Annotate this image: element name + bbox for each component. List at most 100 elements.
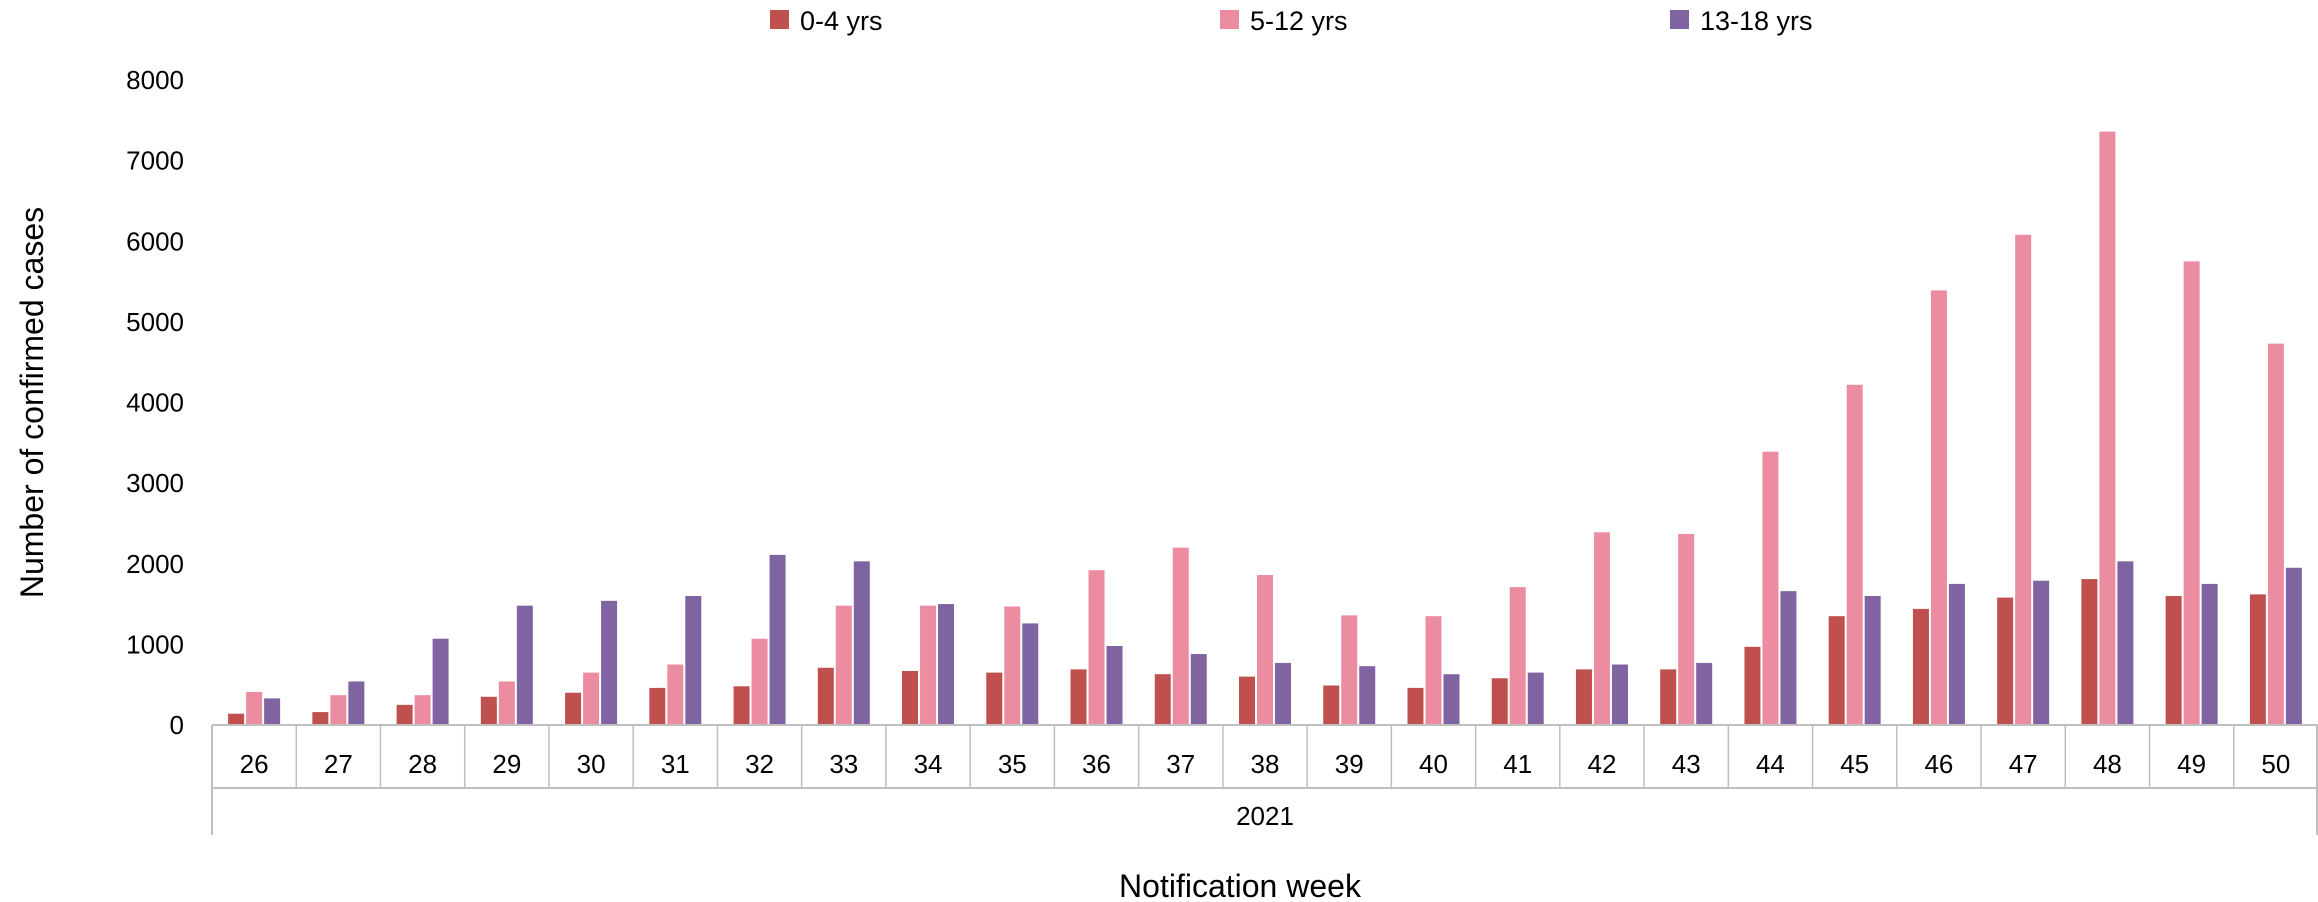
bar-13-18-yrs-week-32 [769, 554, 786, 725]
x-tick-label: 28 [408, 749, 437, 779]
bar-5-12-yrs-week-37 [1172, 547, 1189, 726]
x-tick-label: 42 [1587, 749, 1616, 779]
bar-13-18-yrs-week-26 [264, 698, 281, 725]
bar-13-18-yrs-week-47 [2033, 580, 2050, 725]
bar-0-4-yrs-week-34 [902, 670, 919, 725]
legend-item: 5-12 yrs [1220, 6, 1348, 36]
x-tick-label: 46 [1924, 749, 1953, 779]
bar-0-4-yrs-week-41 [1491, 678, 1508, 725]
x-tick-label: 41 [1503, 749, 1532, 779]
bar-0-4-yrs-week-26 [228, 713, 245, 725]
bar-13-18-yrs-week-44 [1780, 591, 1797, 725]
bar-5-12-yrs-week-42 [1593, 532, 1610, 725]
bar-0-4-yrs-week-43 [1660, 669, 1677, 725]
bar-13-18-yrs-week-45 [1864, 596, 1881, 725]
x-axis-title: Notification week [1119, 868, 1362, 902]
x-tick-label: 26 [240, 749, 269, 779]
bar-13-18-yrs-week-49 [2201, 583, 2218, 725]
x-tick-label: 48 [2093, 749, 2122, 779]
bar-5-12-yrs-week-31 [667, 664, 684, 725]
bar-5-12-yrs-week-46 [1930, 290, 1947, 725]
x-tick-label: 40 [1419, 749, 1448, 779]
bar-13-18-yrs-week-39 [1359, 666, 1376, 725]
y-tick-label: 2000 [126, 549, 184, 579]
bar-5-12-yrs-week-30 [583, 672, 600, 725]
bar-13-18-yrs-week-30 [601, 600, 618, 725]
bar-0-4-yrs-week-50 [2249, 594, 2266, 725]
bar-0-4-yrs-week-49 [2165, 596, 2182, 725]
bar-13-18-yrs-week-36 [1106, 645, 1123, 725]
legend-item: 13-18 yrs [1670, 6, 1813, 36]
bar-13-18-yrs-week-29 [516, 605, 533, 725]
bar-13-18-yrs-week-31 [685, 596, 702, 725]
bar-5-12-yrs-week-39 [1341, 615, 1358, 725]
bar-13-18-yrs-week-27 [348, 681, 365, 725]
legend-label: 5-12 yrs [1250, 6, 1348, 36]
x-axis-ticks: 26 27 28 29 30 31 32 33 34 35 36 37 38 39 40 41 42 43 44 45… [240, 749, 2291, 779]
y-tick-label: 6000 [126, 226, 184, 256]
bar-5-12-yrs-week-34 [920, 605, 937, 725]
bar-5-12-yrs-week-43 [1678, 533, 1695, 725]
y-tick-label: 5000 [126, 307, 184, 337]
bar-5-12-yrs-week-32 [751, 638, 768, 725]
x-tick-label: 33 [829, 749, 858, 779]
bar-13-18-yrs-week-35 [1022, 623, 1039, 725]
bar-5-12-yrs-week-47 [2015, 234, 2032, 726]
x-tick-label: 44 [1756, 749, 1785, 779]
bar-13-18-yrs-week-43 [1696, 662, 1713, 725]
bar-13-18-yrs-week-38 [1275, 662, 1291, 725]
x-tick-label: 50 [2261, 749, 2290, 779]
bar-0-4-yrs-week-40 [1407, 687, 1424, 725]
bar-0-4-yrs-week-27 [312, 712, 329, 725]
bars [228, 131, 2302, 726]
legend-swatch [1220, 10, 1239, 29]
bar-13-18-yrs-week-46 [1948, 583, 1965, 725]
bar-5-12-yrs-week-35 [1004, 606, 1021, 725]
bar-13-18-yrs-week-40 [1443, 674, 1460, 725]
bar-0-4-yrs-week-48 [2081, 579, 2098, 725]
x-tick-label: 47 [2009, 749, 2038, 779]
y-axis-ticks: 0 1000 2000 3000 4000 5000 6000 7000 8000 [126, 65, 184, 740]
bar-5-12-yrs-week-40 [1425, 616, 1442, 725]
bar-0-4-yrs-week-35 [986, 672, 1003, 725]
bar-5-12-yrs-week-28 [414, 695, 431, 725]
x-tick-label: 43 [1672, 749, 1701, 779]
x-tick-label: 49 [2177, 749, 2206, 779]
bar-5-12-yrs-week-29 [498, 681, 515, 725]
bar-0-4-yrs-week-46 [1912, 608, 1929, 725]
bar-0-4-yrs-week-31 [649, 687, 666, 725]
bar-13-18-yrs-week-50 [2285, 567, 2302, 725]
legend-item: 0-4 yrs [770, 6, 883, 36]
y-tick-label: 1000 [126, 629, 184, 659]
bar-13-18-yrs-week-48 [2117, 561, 2134, 725]
y-tick-label: 4000 [126, 388, 184, 418]
bar-5-12-yrs-week-49 [2183, 261, 2200, 725]
bar-13-18-yrs-week-34 [938, 604, 955, 725]
x-axis-group-label: 2021 [1236, 801, 1294, 831]
y-tick-label: 3000 [126, 468, 184, 498]
bar-5-12-yrs-week-33 [835, 605, 852, 725]
bar-0-4-yrs-week-44 [1744, 646, 1761, 725]
x-axis [211, 724, 2318, 835]
bar-5-12-yrs-week-26 [246, 691, 263, 725]
y-tick-label: 8000 [126, 65, 184, 95]
x-tick-label: 45 [1840, 749, 1869, 779]
bar-13-18-yrs-week-33 [853, 561, 870, 725]
bar-5-12-yrs-week-36 [1088, 570, 1105, 725]
bar-0-4-yrs-week-29 [480, 696, 497, 725]
x-tick-label: 39 [1335, 749, 1364, 779]
x-tick-label: 31 [661, 749, 690, 779]
y-axis-title: Number of confirmed cases [14, 207, 50, 598]
x-tick-label: 29 [492, 749, 521, 779]
x-tick-label: 30 [577, 749, 606, 779]
bar-13-18-yrs-week-41 [1527, 672, 1544, 725]
x-tick-label: 38 [1251, 749, 1280, 779]
legend: 0-4 yrs 5-12 yrs 13-18 yrs [770, 6, 1813, 36]
bar-0-4-yrs-week-33 [817, 667, 834, 725]
bar-0-4-yrs-week-42 [1575, 669, 1592, 725]
bar-0-4-yrs-week-45 [1828, 616, 1845, 725]
bar-0-4-yrs-week-39 [1323, 685, 1340, 725]
bar-0-4-yrs-week-32 [733, 686, 750, 725]
x-tick-label: 35 [998, 749, 1027, 779]
